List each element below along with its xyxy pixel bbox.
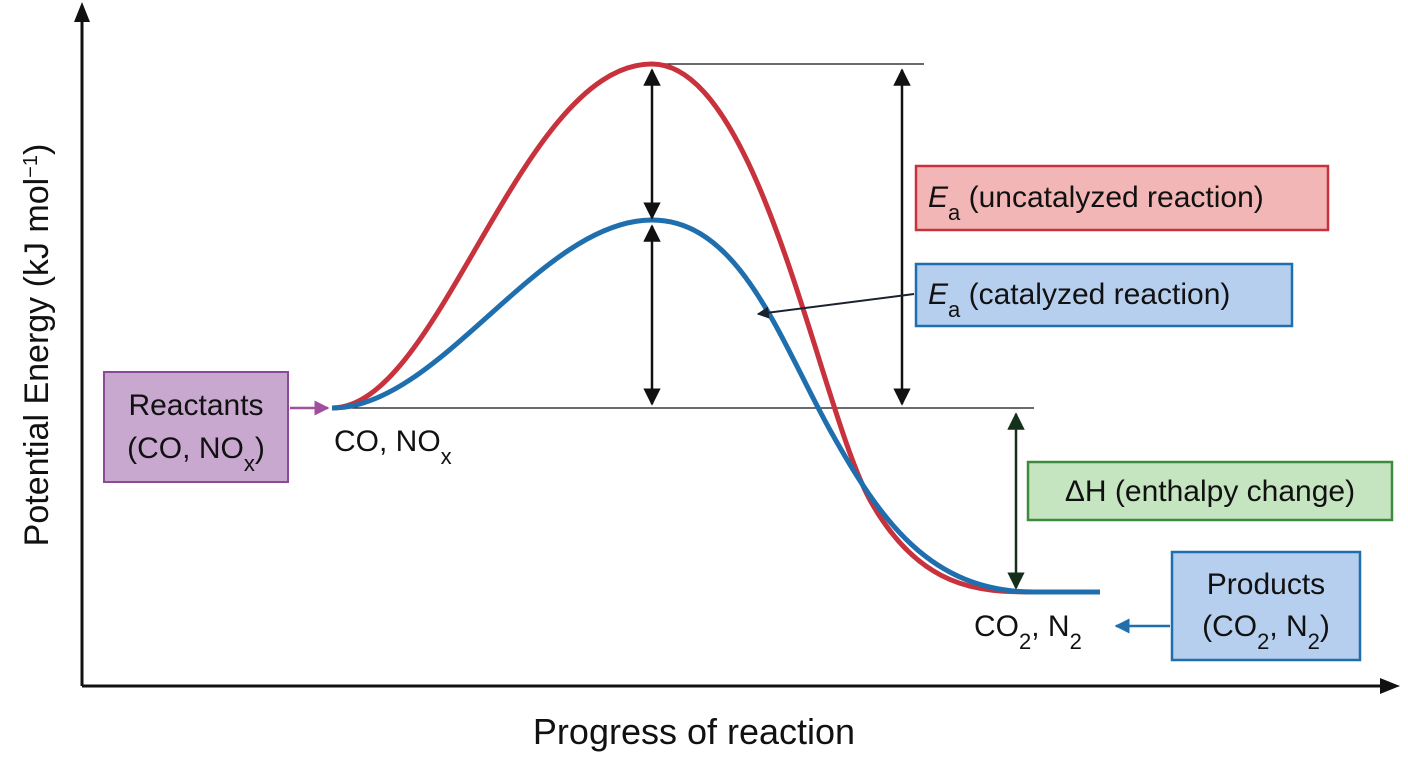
ea-uncatalyzed-sub: a <box>948 200 961 225</box>
catalyzed-curve <box>331 217 1100 595</box>
ea-catalyzed-label: Ea (catalyzed reaction) <box>928 278 1230 322</box>
ea-catalyzed-box <box>914 262 1294 328</box>
ea-catalyzed-symbol: E <box>928 278 949 311</box>
reactants-box-line2: (CO, NOx) <box>127 432 265 476</box>
delta-h-box <box>1026 460 1394 522</box>
ea-uncatalyzed-box <box>914 164 1330 232</box>
ea-catalyzed-text: (catalyzed reaction) <box>960 278 1230 311</box>
products-box-line2-sub2: 2 <box>1308 629 1320 654</box>
reactants-box-line2-pre: (CO, NO <box>127 432 244 465</box>
delta-h-label: ΔH (enthalpy change) <box>1065 475 1355 508</box>
y-axis-arrowhead <box>74 2 90 22</box>
products-point-label-sub2: 2 <box>1070 629 1082 654</box>
y-axis-label-end: ) <box>18 144 56 155</box>
products-point-label-pre: CO <box>974 610 1019 643</box>
ea-catalyzed-sub: a <box>948 297 961 322</box>
ea-uncatalyzed-label: Ea (uncatalyzed reaction) <box>928 181 1264 225</box>
reactants-box-line2-post: ) <box>255 432 265 465</box>
reactants-point-label: CO, NOx <box>334 425 452 469</box>
products-box-line1: Products <box>1207 568 1325 601</box>
reactants-point-label-sub: x <box>441 444 452 469</box>
products-point-label-sub1: 2 <box>1019 629 1031 654</box>
products-box-line2-mid: , N <box>1269 610 1307 643</box>
products-box-line2-pre: (CO <box>1202 610 1257 643</box>
x-axis-arrowhead <box>1380 678 1400 694</box>
products-box <box>1170 550 1362 662</box>
products-box-line2: (CO2, N2) <box>1202 610 1330 654</box>
y-axis-label-main: Potential Energy (kJ mol <box>18 178 56 547</box>
ea-uncatalyzed-text: (uncatalyzed reaction) <box>960 181 1264 214</box>
reactants-box-line2-sub: x <box>244 451 255 476</box>
reactants-box <box>103 371 289 483</box>
products-box-line2-post: ) <box>1320 610 1330 643</box>
y-axis-label-sup: −1 <box>20 155 42 178</box>
catalyzed-pointer-arrow <box>756 293 915 319</box>
products-point-label-mid: , N <box>1031 610 1069 643</box>
uncatalyzed-curve <box>331 61 1100 595</box>
x-axis-label: Progress of reaction <box>533 711 855 752</box>
y-axis-label: Potential Energy (kJ mol−1) <box>18 144 56 547</box>
reactants-box-line1: Reactants <box>128 389 263 422</box>
ea-uncatalyzed-symbol: E <box>928 181 949 214</box>
products-point-label: CO2, N2 <box>974 610 1082 654</box>
reactants-point-label-pre: CO, NO <box>334 425 441 458</box>
products-box-line2-sub1: 2 <box>1257 629 1269 654</box>
